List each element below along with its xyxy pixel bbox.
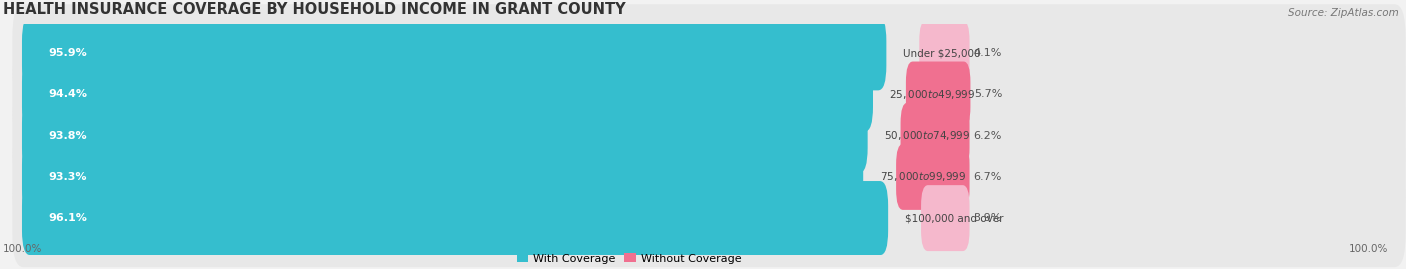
FancyBboxPatch shape	[22, 57, 873, 132]
FancyBboxPatch shape	[921, 185, 970, 251]
FancyBboxPatch shape	[22, 99, 868, 173]
Text: 6.2%: 6.2%	[973, 131, 1002, 141]
FancyBboxPatch shape	[13, 45, 1406, 144]
Text: $75,000 to $99,999: $75,000 to $99,999	[880, 170, 966, 183]
FancyBboxPatch shape	[22, 16, 886, 90]
FancyBboxPatch shape	[920, 20, 970, 86]
Text: $100,000 and over: $100,000 and over	[904, 213, 1002, 223]
Text: 95.9%: 95.9%	[48, 48, 87, 58]
Text: Source: ZipAtlas.com: Source: ZipAtlas.com	[1288, 8, 1399, 18]
Text: 5.7%: 5.7%	[974, 90, 1002, 100]
Text: $50,000 to $74,999: $50,000 to $74,999	[884, 129, 970, 142]
Legend: With Coverage, Without Coverage: With Coverage, Without Coverage	[512, 249, 747, 268]
Text: 96.1%: 96.1%	[48, 213, 87, 223]
FancyBboxPatch shape	[901, 103, 970, 169]
Text: Under $25,000: Under $25,000	[903, 48, 980, 58]
FancyBboxPatch shape	[13, 87, 1406, 185]
FancyBboxPatch shape	[22, 181, 889, 255]
Text: 93.3%: 93.3%	[48, 172, 87, 182]
FancyBboxPatch shape	[896, 144, 970, 210]
FancyBboxPatch shape	[13, 169, 1406, 267]
FancyBboxPatch shape	[13, 4, 1406, 102]
Text: 4.1%: 4.1%	[973, 48, 1002, 58]
Text: HEALTH INSURANCE COVERAGE BY HOUSEHOLD INCOME IN GRANT COUNTY: HEALTH INSURANCE COVERAGE BY HOUSEHOLD I…	[3, 2, 626, 17]
FancyBboxPatch shape	[22, 140, 863, 214]
Text: 94.4%: 94.4%	[48, 90, 87, 100]
Text: 100.0%: 100.0%	[1348, 244, 1388, 254]
Text: 100.0%: 100.0%	[3, 244, 42, 254]
Text: 93.8%: 93.8%	[48, 131, 87, 141]
FancyBboxPatch shape	[13, 128, 1406, 226]
Text: $25,000 to $49,999: $25,000 to $49,999	[890, 88, 976, 101]
Text: 6.7%: 6.7%	[973, 172, 1002, 182]
Text: 3.9%: 3.9%	[973, 213, 1002, 223]
FancyBboxPatch shape	[905, 62, 970, 128]
